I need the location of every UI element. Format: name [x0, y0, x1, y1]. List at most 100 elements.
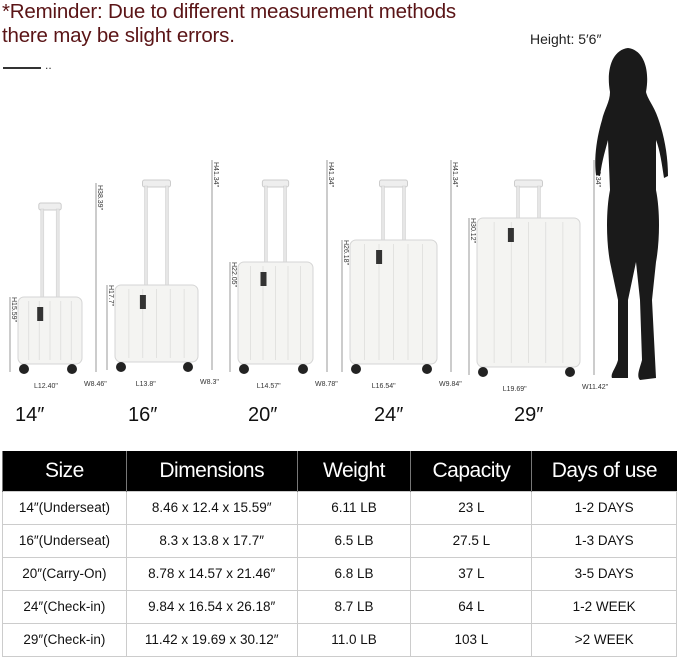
table-cell: 8.3 x 13.8 x 17.7″	[125, 523, 298, 558]
suitcase: H41.34"H30.12"L19.69"W11.42"	[468, 160, 609, 393]
suitcase-size-label: 24″	[374, 404, 404, 426]
total-height-label: H41.34"	[451, 162, 458, 188]
column-header: Capacity	[410, 451, 532, 491]
suitcase-size-label: 16″	[128, 404, 158, 426]
width-label: W11.42"	[582, 384, 609, 391]
handle-grip	[261, 179, 290, 188]
total-height-label: H38.39"	[96, 185, 103, 211]
wheel	[298, 364, 308, 374]
table-cell: 20″(Carry-On)	[2, 556, 127, 591]
table-cell: 27.5 L	[410, 523, 533, 558]
table-cell: 29″(Check-in)	[2, 622, 127, 657]
reminder-note: *Reminder: Due to different measurement …	[2, 0, 456, 48]
brand-tag	[376, 250, 383, 264]
handle-rod	[40, 208, 45, 298]
length-label: L16.54"	[372, 383, 396, 390]
total-height-label: H41.34"	[327, 162, 334, 188]
length-label: L12.40"	[34, 383, 58, 390]
suitcase: H38.39" H15.59" L12.40" W8.46"	[9, 183, 107, 390]
wheel	[19, 364, 29, 374]
table-cell: 24″(Check-in)	[2, 589, 127, 624]
dots: ..	[45, 58, 52, 72]
handle-rod	[381, 185, 385, 241]
suitcase-size-label: 20″	[248, 404, 278, 426]
wheel	[422, 364, 432, 374]
wheel	[565, 367, 575, 377]
person-height-label: Height: 5′6″	[530, 31, 602, 47]
length-label: L19.69"	[503, 386, 527, 393]
wheel	[116, 362, 126, 372]
suitcase: H41.34" H26.18" L16.54" W9.84"	[341, 160, 462, 390]
wheel	[478, 367, 488, 377]
handle-rod	[537, 185, 541, 219]
handle-rod	[283, 185, 287, 263]
column-header: Weight	[296, 451, 411, 491]
reminder-line-2: there may be slight errors.	[2, 24, 235, 47]
table-cell: 14″(Underseat)	[2, 490, 127, 525]
suitcase: H41.34" H22.05" L14.57" W8.78"	[229, 160, 338, 390]
table-header-row: Size Dimensions Weight Capacity Days of use	[2, 451, 677, 491]
table-row: 20″(Carry-On) 8.78 x 14.57 x 21.46″ 6.8 LB…	[2, 556, 677, 591]
body-height-label: H17.7"	[107, 285, 114, 307]
table-cell: 8.46 x 12.4 x 15.59″	[125, 490, 298, 525]
table-cell: 16″(Underseat)	[2, 523, 127, 558]
suitcase-size-label: 29″	[514, 404, 544, 426]
length-label: L13.8"	[136, 381, 157, 388]
handle-rod	[165, 185, 169, 286]
table-row: 16″(Underseat) 8.3 x 13.8 x 17.7″ 6.5 LB 27…	[2, 523, 677, 558]
handle-grip	[142, 179, 171, 188]
table-cell: 3-5 DAYS	[531, 556, 677, 591]
reminder-line-1: *Reminder: Due to different measurement …	[2, 0, 456, 23]
table-cell: 8.78 x 14.57 x 21.46″	[125, 556, 298, 591]
total-height-label: H41.34"	[212, 162, 219, 188]
woman-silhouette	[595, 48, 668, 380]
body-height-label: H22.05"	[230, 262, 237, 288]
table-cell: 1-2 DAYS	[531, 490, 677, 525]
brand-tag	[37, 307, 44, 321]
size-comparison-table: Size Dimensions Weight Capacity Days of use …	[2, 451, 677, 657]
table-cell: 11.42 x 19.69 x 30.12″	[125, 622, 298, 657]
width-label: W8.3"	[200, 379, 219, 386]
handle-rod	[55, 208, 60, 298]
body-height-label: H26.18"	[342, 240, 349, 266]
table-cell: 37 L	[410, 556, 533, 591]
table-row: 24″(Check-in) 9.84 x 16.54 x 26.18″ 8.7 LB…	[2, 589, 677, 624]
column-header: Size	[2, 451, 127, 491]
brand-tag	[260, 272, 267, 286]
wheel	[239, 364, 249, 374]
width-label: W9.84"	[439, 381, 462, 388]
table-cell: 103 L	[410, 622, 533, 657]
wheel	[351, 364, 361, 374]
body-height-label: H30.12"	[469, 218, 476, 244]
brand-tag	[139, 295, 146, 309]
table-cell: 6.11 LB	[296, 490, 412, 525]
handle-rod	[264, 185, 268, 263]
width-label: W8.46"	[84, 381, 107, 388]
table-cell: 6.5 LB	[296, 523, 412, 558]
brand-tag	[507, 228, 514, 242]
table-cell: >2 WEEK	[531, 622, 677, 657]
wheel	[67, 364, 77, 374]
column-header: Days of use	[531, 451, 677, 491]
table-cell: 8.7 LB	[296, 589, 412, 624]
table-cell: 1-2 WEEK	[531, 589, 677, 624]
wheel	[183, 362, 193, 372]
table-cell: 23 L	[410, 490, 533, 525]
body-height-label: H15.59"	[10, 297, 17, 323]
handle-rod	[516, 185, 520, 219]
handle-rod	[402, 185, 406, 241]
table-cell: 9.84 x 16.54 x 26.18″	[125, 589, 298, 624]
divider	[3, 67, 41, 69]
column-header: Dimensions	[125, 451, 298, 491]
handle-rod	[144, 185, 148, 286]
suitcase-size-label: 14″	[15, 404, 45, 426]
handle-grip	[514, 179, 543, 188]
handle-grip	[38, 202, 62, 211]
luggage-illustration: H38.39" H15.59" L12.40" W8.46" H41.34" H17.7"…	[9, 48, 668, 393]
table-cell: 11.0 LB	[296, 622, 412, 657]
width-label: W8.78"	[315, 381, 338, 388]
table-row: 29″(Check-in) 11.42 x 19.69 x 30.12″ 11.0 …	[2, 622, 677, 657]
table-cell: 1-3 DAYS	[531, 523, 677, 558]
table-cell: 6.8 LB	[296, 556, 412, 591]
table-cell: 64 L	[410, 589, 533, 624]
